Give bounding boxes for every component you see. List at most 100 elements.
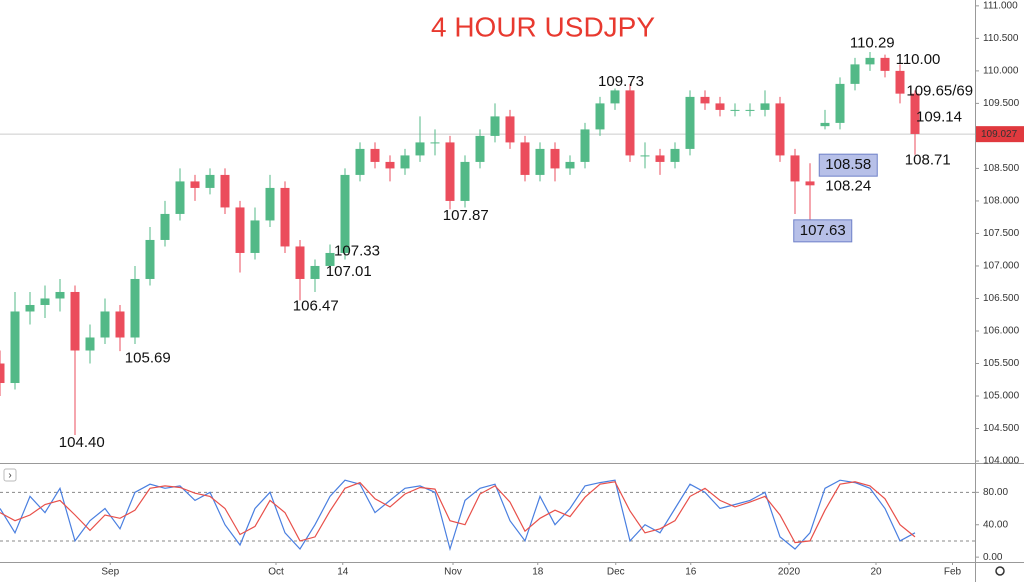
osc-line (0, 481, 916, 544)
candle-body (445, 142, 455, 201)
candle-body (160, 213, 170, 240)
candle-body (115, 311, 125, 338)
candle-body (685, 96, 695, 149)
annotation: 110.00 (896, 51, 941, 68)
candle-body (670, 148, 680, 162)
x-tick-label: Feb (944, 567, 962, 578)
gear (995, 566, 1005, 576)
annotation: 105.69 (125, 349, 171, 366)
candle-body (700, 96, 710, 104)
candle-body (295, 246, 305, 279)
annotation: 107.63 (800, 222, 846, 239)
x-tick-label: 14 (337, 567, 349, 578)
candle-body (355, 148, 365, 175)
candle-body (235, 207, 245, 253)
candle-body (220, 174, 230, 208)
candle-body (595, 103, 605, 130)
candle-body (745, 109, 755, 111)
candle-body (460, 161, 470, 201)
x-tick-label: 18 (532, 567, 544, 578)
candle-body (715, 103, 725, 110)
last-price-label: 109.027 (981, 129, 1018, 140)
candle-body (0, 363, 5, 384)
candle-body (775, 103, 785, 156)
osc-y-tick-label: 0.00 (983, 552, 1003, 563)
annotation-box (818, 153, 878, 177)
annotation: 108.24 (825, 178, 871, 195)
annotation-box (793, 219, 853, 243)
candle-body (790, 155, 800, 182)
y-tick-label: 106.500 (983, 293, 1020, 304)
y-tick-label: 104.500 (983, 423, 1020, 434)
candle-body (340, 174, 350, 253)
x-tick-label: Nov (444, 567, 462, 578)
osc-y-tick-label: 40.00 (983, 519, 1008, 530)
candle-body (490, 116, 500, 136)
candle-body (580, 129, 590, 162)
y-tick-label: 107.000 (983, 261, 1020, 272)
candle-body (640, 155, 650, 157)
collapse-button[interactable] (3, 468, 17, 482)
candle-body (70, 291, 80, 351)
candle-body (730, 109, 740, 111)
annotation: 108.58 (825, 156, 871, 173)
osc-y-tick-label: 80.00 (983, 487, 1008, 498)
y-tick-label: 108.500 (983, 163, 1020, 174)
candle-body (415, 142, 425, 156)
y-tick-label: 106.000 (983, 326, 1020, 337)
annotation: 109.65/69 (906, 83, 973, 100)
candle-body (835, 83, 845, 123)
candle-body (805, 181, 815, 186)
candle-body (430, 142, 440, 144)
candle-body (10, 311, 20, 384)
candle-body (565, 161, 575, 169)
candle-body (550, 148, 560, 169)
osc-line (0, 479, 916, 552)
chart-title: 4 HOUR USDJPY (431, 11, 655, 42)
annotation: 104.40 (59, 434, 105, 451)
settings-icon[interactable] (995, 566, 1005, 576)
annotation: 107.87 (443, 207, 489, 224)
candle-body (760, 103, 770, 110)
last-price-tag (976, 126, 1024, 143)
y-tick-label: 107.500 (983, 228, 1020, 239)
y-tick-label: 111.000 (983, 0, 1018, 11)
y-tick-label: 110.000 (983, 66, 1019, 77)
candle-body (385, 161, 395, 169)
x-tick-label: 2020 (778, 567, 801, 578)
y-tick-label: 105.000 (983, 391, 1020, 402)
candle-body (610, 90, 620, 104)
y-tick-label: 110.500 (983, 33, 1019, 44)
x-tick-label: Sep (101, 567, 119, 578)
candle-body (850, 64, 860, 84)
candle-body (40, 298, 50, 305)
candle-body (370, 148, 380, 162)
candle-body (25, 304, 35, 312)
candle-body (520, 142, 530, 175)
candle-body (310, 265, 320, 279)
annotation: 106.47 (293, 297, 339, 314)
annotation: 108.71 (905, 152, 951, 169)
candle-body (205, 174, 215, 188)
candle-body (400, 155, 410, 169)
candle-body (865, 57, 875, 65)
candle-body (55, 291, 65, 299)
candle-body (280, 187, 290, 247)
annotation: 109.73 (598, 73, 644, 90)
candle-body (910, 93, 920, 134)
candle-body (880, 57, 890, 71)
candle-body (325, 252, 335, 266)
candle-body (655, 155, 665, 162)
candle-body (535, 148, 545, 175)
candle-body (100, 311, 110, 338)
x-tick-label: 16 (685, 567, 697, 578)
candle-body (505, 116, 515, 143)
candle-body (145, 239, 155, 279)
collapse-icon: › (8, 470, 11, 481)
annotation: 110.29 (850, 35, 895, 52)
candle-body (250, 220, 260, 253)
y-tick-label: 104.000 (983, 456, 1020, 467)
candle-body (175, 181, 185, 214)
